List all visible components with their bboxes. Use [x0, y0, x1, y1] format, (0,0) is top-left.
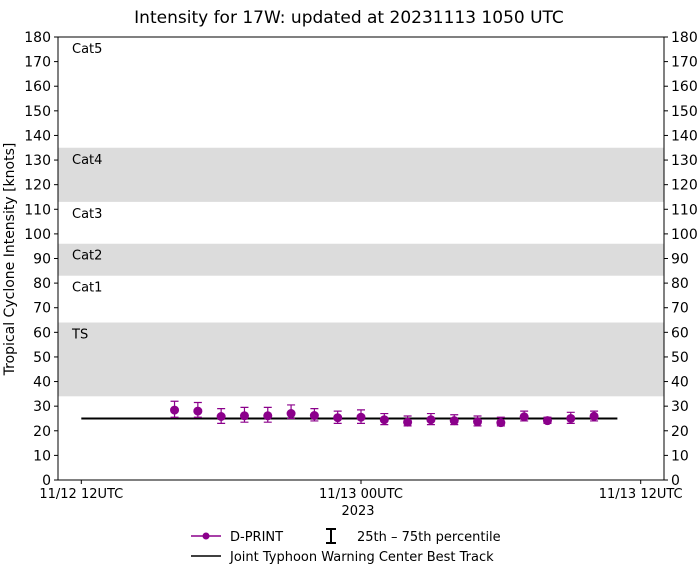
y-tick-label-right: 110	[671, 202, 698, 218]
band-ts	[58, 322, 664, 397]
y-tick-label: 120	[24, 178, 51, 194]
y-tick-label: 0	[42, 473, 51, 489]
legend-errorbar-icon	[326, 528, 336, 544]
legend-besttrack-label: Joint Typhoon Warning Center Best Track	[229, 550, 494, 565]
dprint-point	[286, 409, 296, 419]
band-label-ts: TS	[71, 327, 88, 342]
y-tick-label-right: 10	[671, 448, 689, 464]
y-tick-label: 60	[33, 325, 51, 341]
y-tick-label: 130	[24, 153, 51, 169]
y-tick-label: 150	[24, 104, 51, 120]
dprint-point	[496, 418, 506, 428]
y-tick-label-right: 70	[671, 301, 689, 317]
y-tick-label-right: 20	[671, 424, 689, 440]
x-axis-label: 2023	[341, 504, 374, 519]
x-tick-label: 11/12 12UTC	[39, 487, 123, 502]
y-tick-label: 90	[33, 252, 51, 268]
y-tick-label-right: 180	[671, 30, 698, 46]
dprint-point	[403, 417, 413, 427]
legend-percentile-label: 25th – 75th percentile	[357, 530, 501, 545]
y-tick-label: 140	[24, 128, 51, 144]
dprint-point	[263, 411, 273, 421]
y-tick-label: 110	[24, 202, 51, 218]
y-tick-label-right: 0	[671, 473, 680, 489]
dprint-point	[216, 412, 226, 422]
dprint-point	[426, 415, 436, 425]
legend-dprint-marker	[202, 532, 210, 540]
y-tick-label-right: 60	[671, 325, 689, 341]
y-axis-label: Tropical Cyclone Intensity [knots]	[2, 143, 18, 377]
dprint-point	[589, 411, 599, 421]
y-tick-label: 50	[33, 350, 51, 366]
y-tick-label: 10	[33, 448, 51, 464]
band-label-cat4: Cat4	[72, 153, 102, 168]
x-tick-label: 11/13 00UTC	[319, 487, 403, 502]
y-tick-label: 170	[24, 55, 51, 71]
y-tick-label: 70	[33, 301, 51, 317]
dprint-point	[309, 411, 319, 421]
chart-title: Intensity for 17W: updated at 20231113 1…	[134, 8, 564, 28]
legend: D-PRINT 25th – 75th percentile Joint Typ…	[191, 528, 501, 565]
dprint-point	[356, 412, 366, 422]
y-tick-label: 180	[24, 30, 51, 46]
band-cat4	[58, 147, 664, 202]
band-label-cat5: Cat5	[72, 42, 102, 57]
dprint-point	[379, 415, 389, 425]
y-tick-label-right: 80	[671, 276, 689, 292]
dprint-point	[542, 416, 552, 426]
dprint-point	[239, 411, 249, 421]
dprint-point	[170, 405, 180, 415]
band-label-cat2: Cat2	[72, 249, 102, 264]
dprint-point	[566, 413, 576, 423]
band-label-cat3: Cat3	[72, 207, 102, 222]
y-tick-label: 30	[33, 399, 51, 415]
y-tick-label: 40	[33, 375, 51, 391]
y-tick-label-right: 40	[671, 375, 689, 391]
y-tick-label-right: 150	[671, 104, 698, 120]
dprint-point	[473, 417, 483, 427]
y-tick-label-right: 30	[671, 399, 689, 415]
y-tick-label-right: 160	[671, 79, 698, 95]
dprint-point	[193, 406, 203, 416]
y-tick-label-right: 90	[671, 252, 689, 268]
dprint-point	[333, 413, 343, 423]
y-tick-label: 20	[33, 424, 51, 440]
y-tick-label: 80	[33, 276, 51, 292]
y-tick-label: 100	[24, 227, 51, 243]
y-tick-label-right: 130	[671, 153, 698, 169]
y-tick-label-right: 170	[671, 55, 698, 71]
y-tick-label: 160	[24, 79, 51, 95]
band-label-cat1: Cat1	[72, 281, 102, 296]
x-tick-label: 11/13 12UTC	[599, 487, 683, 502]
legend-dprint-label: D-PRINT	[230, 530, 283, 545]
y-tick-label-right: 50	[671, 350, 689, 366]
band-cat2	[58, 243, 664, 276]
y-tick-label-right: 100	[671, 227, 698, 243]
y-tick-label-right: 120	[671, 178, 698, 194]
dprint-point	[519, 412, 529, 422]
dprint-point	[449, 416, 459, 426]
y-tick-label-right: 140	[671, 128, 698, 144]
